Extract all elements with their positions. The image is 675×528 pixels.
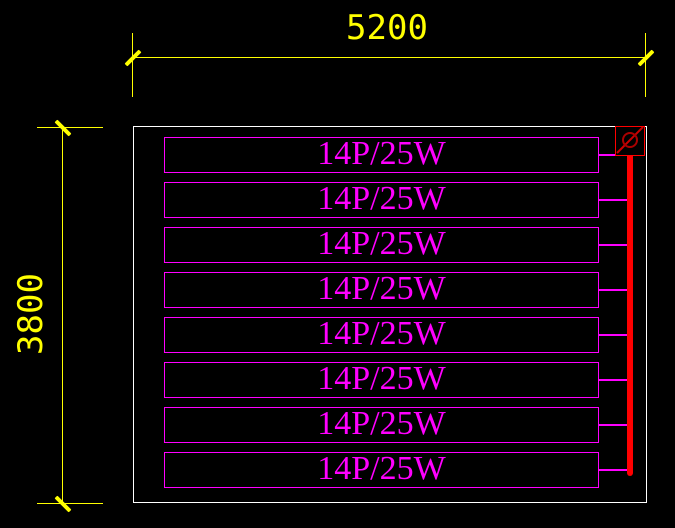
fluorescent-fixture: 14P/25W <box>164 359 630 398</box>
fixture-label: 14P/25W <box>317 179 446 217</box>
dimension-left-extension-bottom <box>37 503 103 504</box>
fixture-label: 14P/25W <box>317 404 446 442</box>
lamp-symbol-box <box>615 126 645 156</box>
fluorescent-fixture: 14P/25W <box>164 404 630 443</box>
fluorescent-fixture: 14P/25W <box>164 134 630 173</box>
fixture-label: 14P/25W <box>317 449 446 487</box>
fluorescent-fixture: 14P/25W <box>164 449 630 488</box>
fluorescent-fixture: 14P/25W <box>164 269 630 308</box>
fixture-label: 14P/25W <box>317 134 446 172</box>
dimension-tick-icon <box>54 119 72 137</box>
fixture-wire-connector <box>599 244 630 246</box>
dimension-top-line <box>132 57 646 58</box>
power-wire <box>627 152 633 476</box>
fixture-wire-connector <box>599 424 630 426</box>
fluorescent-fixture: 14P/25W <box>164 314 630 353</box>
fixture-label: 14P/25W <box>317 224 446 262</box>
dimension-tick-icon <box>637 49 655 67</box>
fixture-wire-connector <box>599 154 630 156</box>
fixture-wire-connector <box>599 289 630 291</box>
fixture-wire-connector <box>599 379 630 381</box>
dimension-top-label: 5200 <box>346 8 428 48</box>
dimension-left-line <box>62 127 63 503</box>
fixture-label: 14P/25W <box>317 359 446 397</box>
fluorescent-fixture: 14P/25W <box>164 179 630 218</box>
fixture-label: 14P/25W <box>317 314 446 352</box>
dimension-left-extension-top <box>37 127 103 128</box>
fixture-label: 14P/25W <box>317 269 446 307</box>
dimension-left-label: 3800 <box>11 273 51 355</box>
fixture-wire-connector <box>599 334 630 336</box>
fluorescent-fixture: 14P/25W <box>164 224 630 263</box>
circle-slash-icon <box>616 126 644 154</box>
dimension-top-extension-right <box>645 33 646 97</box>
room-outline <box>133 126 647 503</box>
dimension-top-extension-left <box>132 33 133 97</box>
fixture-wire-connector <box>599 469 630 471</box>
fixture-wire-connector <box>599 199 630 201</box>
dimension-tick-icon <box>124 49 142 67</box>
dimension-tick-icon <box>54 495 72 513</box>
